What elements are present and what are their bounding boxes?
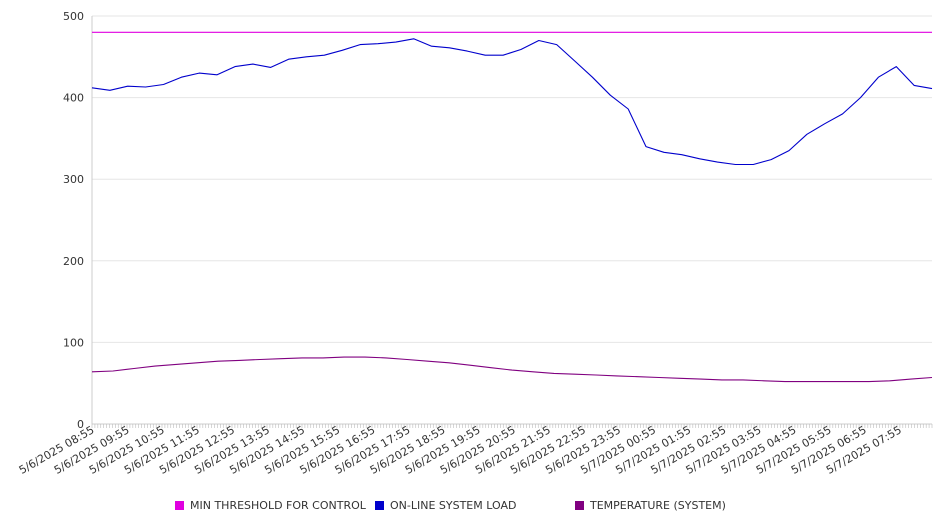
legend-item-temperature[interactable]: TEMPERATURE (SYSTEM)	[575, 499, 726, 512]
y-tick-label: 300	[63, 173, 84, 186]
series-lines	[91, 31, 933, 383]
series-line-temperature-system	[91, 356, 933, 383]
y-axis-ticks: 0 100 200 300 400 500	[63, 10, 84, 431]
legend-item-min-threshold[interactable]: MIN THRESHOLD FOR CONTROL	[175, 499, 366, 512]
legend-swatch-min-threshold	[175, 501, 184, 510]
y-tick-label: 200	[63, 255, 84, 268]
legend-label-min-threshold: MIN THRESHOLD FOR CONTROL	[190, 499, 366, 512]
legend-label-temperature: TEMPERATURE (SYSTEM)	[590, 499, 726, 512]
axes	[91, 16, 933, 428]
grid-lines	[92, 15, 932, 343]
legend-swatch-system-load	[375, 501, 384, 510]
series-line-on-line-system-load	[91, 38, 933, 166]
y-tick-label: 100	[63, 336, 84, 349]
legend: MIN THRESHOLD FOR CONTROL ON-LINE SYSTEM…	[0, 499, 946, 515]
legend-item-system-load[interactable]: ON-LINE SYSTEM LOAD	[375, 499, 516, 512]
legend-swatch-temperature	[575, 501, 584, 510]
legend-label-system-load: ON-LINE SYSTEM LOAD	[390, 499, 517, 512]
y-tick-label: 0	[77, 418, 84, 431]
y-tick-label: 400	[63, 92, 84, 105]
x-axis-ticks: 5/6/2025 08:555/6/2025 09:555/6/2025 10:…	[17, 423, 904, 477]
y-tick-label: 500	[63, 10, 84, 23]
